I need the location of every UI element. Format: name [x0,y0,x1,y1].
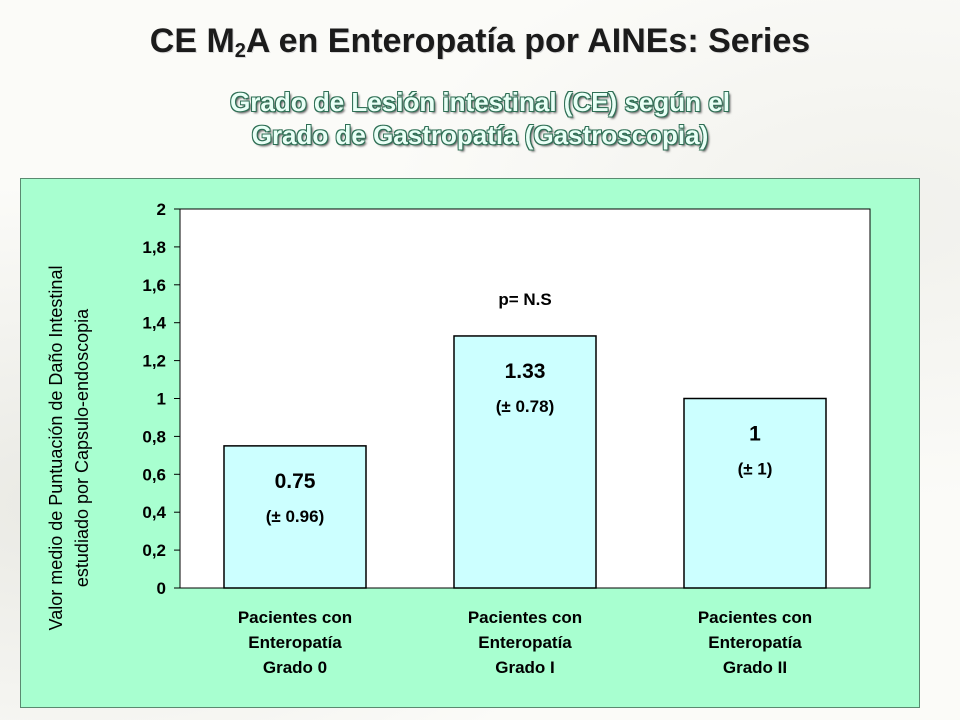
y-tick-label: 1,8 [142,238,166,257]
y-tick-label: 1,4 [142,314,166,333]
x-category-label: Pacientes con [238,608,352,627]
y-axis-label: Valor medio de Puntuación de Daño Intest… [46,266,66,631]
x-category-label: Enteropatía [478,633,572,652]
x-category-label: Enteropatía [248,633,342,652]
y-tick-label: 1,6 [142,276,166,295]
x-category-label: Enteropatía [708,633,802,652]
bar [683,397,827,589]
bar [223,445,367,589]
y-tick-label: 0,6 [142,465,166,484]
bar-value-label: 1.33 [505,360,546,383]
y-tick-label: 1 [157,390,166,409]
y-tick-label: 1,2 [142,352,166,371]
subtitle-line-1: Grado de Lesión intestinal (CE) según el [230,87,730,117]
slide-title: CE M2A en Enteropatía por AINEs: Series [149,22,811,62]
bar-sd-label: (± 0.78) [496,397,554,416]
y-tick-label: 0,8 [142,427,166,446]
bar-value-label: 0.75 [275,470,316,493]
y-tick-label: 0,2 [142,541,166,560]
y-tick-label: 0 [157,579,166,598]
slide-subtitle: Grado de Lesión intestinal (CE) según el… [0,86,960,152]
x-category-label: Grado II [723,658,787,677]
y-axis-label: estudiado por Capsulo-endoscopia [72,308,92,587]
subtitle-line-2: Grado de Gastropatía (Gastroscopia) [251,120,709,150]
x-category-label: Grado I [495,658,555,677]
y-tick-label: 2 [157,200,166,219]
x-category-label: Pacientes con [698,608,812,627]
bar [453,335,597,589]
significance-annotation: p= N.S [498,290,551,309]
y-tick-label: 0,4 [142,503,166,522]
x-category-label: Grado 0 [263,658,327,677]
bar-sd-label: (± 0.96) [266,507,324,526]
x-category-label: Pacientes con [468,608,582,627]
bar-sd-label: (± 1) [738,460,773,479]
bar-value-label: 1 [749,423,761,446]
